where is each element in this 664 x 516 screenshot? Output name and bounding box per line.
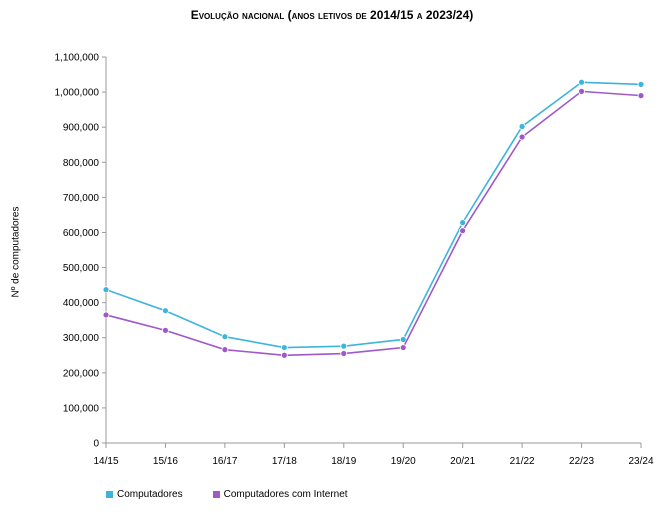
data-point-series-0 [459, 219, 467, 227]
data-point-series-1 [221, 346, 229, 354]
data-point-series-0 [399, 336, 407, 343]
data-point-series-0 [518, 123, 526, 130]
legend-item-computadores-internet[interactable]: Computadores com Internet [212, 489, 348, 500]
data-point-series-0 [102, 286, 110, 294]
data-point-series-1 [102, 311, 110, 319]
data-point-series-1 [637, 92, 645, 99]
x-tick-label: 20/21 [450, 456, 475, 467]
chart-title: Evolução nacional (anos letivos de 2014/… [190, 8, 474, 22]
data-point-series-1 [399, 344, 407, 351]
x-tick-label: 21/22 [510, 456, 535, 467]
data-point-series-1 [578, 87, 585, 95]
x-tick-label: 17/18 [272, 456, 297, 467]
y-tick-label: 1,000,000 [55, 88, 100, 99]
x-tick-label: 22/23 [569, 456, 594, 467]
y-tick-label: 500,000 [63, 263, 100, 274]
series-line-0 [105, 81, 642, 349]
legend-swatch-computadores [106, 491, 113, 498]
y-tick-label: 0 [93, 439, 99, 450]
y-tick-label: 1,100,000 [55, 53, 100, 64]
y-tick-label: 100,000 [63, 403, 100, 414]
data-point-series-1 [280, 351, 288, 359]
legend: Computadores Computadores com Internet [106, 489, 348, 500]
series-line-1 [105, 90, 642, 357]
data-point-series-1 [162, 326, 169, 334]
y-tick-label: 300,000 [63, 333, 100, 344]
legend-label-computadores: Computadores [117, 489, 183, 500]
x-tick-label: 23/24 [628, 456, 653, 467]
x-tick-label: 18/19 [331, 456, 356, 467]
y-tick-label: 800,000 [63, 158, 100, 169]
data-point-series-0 [578, 78, 585, 86]
data-point-series-0 [280, 344, 288, 351]
y-tick-label: 400,000 [63, 298, 100, 309]
x-tick-label: 15/16 [153, 456, 178, 467]
data-point-series-0 [637, 80, 645, 88]
data-point-series-0 [221, 333, 229, 341]
data-point-series-1 [459, 227, 467, 235]
y-tick-label: 900,000 [63, 123, 100, 134]
legend-swatch-computadores-internet [212, 491, 220, 498]
x-tick-label: 19/20 [391, 456, 416, 467]
data-point-series-0 [340, 342, 348, 350]
y-tick-label: 600,000 [63, 228, 100, 239]
y-tick-label: 200,000 [63, 368, 100, 379]
data-point-series-1 [340, 350, 348, 357]
legend-item-computadores[interactable]: Computadores [106, 489, 183, 500]
x-tick-label: 16/17 [212, 456, 237, 467]
data-point-series-0 [162, 307, 169, 315]
legend-label-computadores-internet: Computadores com Internet [223, 489, 348, 500]
data-point-series-1 [518, 133, 526, 141]
x-tick-label: 14/15 [93, 456, 118, 467]
y-tick-label: 700,000 [63, 193, 100, 204]
